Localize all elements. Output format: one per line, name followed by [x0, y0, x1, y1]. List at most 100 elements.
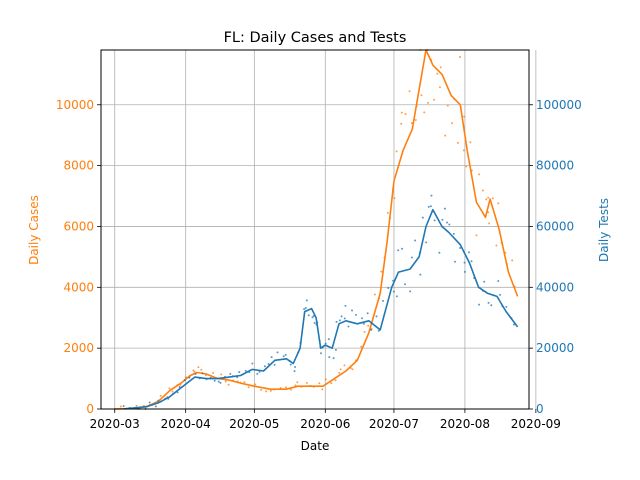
daily-point [344, 304, 347, 307]
daily-point [273, 363, 276, 366]
daily-point [397, 249, 400, 252]
daily-point [487, 196, 490, 199]
x-axis: 2020-03 2020-04 2020-05 2020-06 2020-07 2020-… [90, 409, 561, 431]
daily-point [490, 304, 493, 307]
y-right-tick-label: 60000 [536, 219, 574, 233]
x-tick-label: 2020-09 [511, 417, 561, 431]
y-left-tick-label: 6000 [63, 219, 94, 233]
daily-point [433, 219, 436, 222]
daily-point [305, 381, 308, 384]
daily-point [429, 205, 432, 208]
daily-point [408, 90, 411, 93]
y-left-tick-label: 8000 [63, 159, 94, 173]
daily-point [478, 173, 481, 176]
daily-point [324, 378, 327, 381]
daily-point [410, 122, 413, 125]
y-axis-left-label: Daily Cases [27, 195, 41, 265]
daily-point [251, 362, 254, 365]
daily-point [366, 312, 369, 315]
daily-point [293, 370, 296, 373]
daily-point [360, 345, 363, 348]
tests-series [122, 194, 519, 410]
daily-point [511, 259, 514, 262]
daily-point [409, 290, 412, 293]
daily-point [425, 241, 428, 244]
daily-point [188, 376, 191, 379]
daily-point [220, 373, 223, 376]
daily-point [148, 401, 151, 404]
daily-point [495, 244, 498, 247]
plot-frame [100, 49, 530, 410]
daily-point [197, 366, 200, 369]
daily-point [219, 381, 222, 384]
daily-point [414, 239, 417, 242]
daily-point [411, 256, 414, 259]
daily-point [338, 371, 341, 374]
daily-point [201, 372, 204, 375]
daily-point [351, 309, 354, 312]
daily-point [367, 324, 370, 327]
daily-point [485, 198, 488, 201]
daily-point [135, 404, 138, 407]
daily-point [354, 313, 357, 316]
daily-point [423, 111, 426, 114]
daily-point [380, 270, 383, 273]
daily-point [332, 357, 335, 360]
chart-title: FL: Daily Cases and Tests [224, 30, 407, 46]
daily-point [224, 380, 227, 383]
daily-point [282, 355, 285, 358]
daily-point [420, 94, 423, 97]
daily-point [478, 303, 481, 306]
daily-point [463, 270, 466, 273]
daily-point [427, 101, 430, 104]
daily-point [256, 372, 259, 375]
daily-point [483, 280, 486, 283]
daily-point [439, 66, 442, 69]
y-left-tick-label: 2000 [63, 341, 94, 355]
daily-point [321, 388, 324, 391]
daily-point [404, 113, 407, 116]
daily-point [194, 372, 197, 375]
daily-point [294, 365, 297, 368]
daily-point [400, 122, 403, 125]
x-axis-label: Date [301, 439, 330, 453]
daily-point [330, 382, 333, 385]
daily-point [452, 232, 455, 235]
y-right-tick-label: 40000 [536, 280, 574, 294]
daily-point [260, 388, 263, 391]
daily-point [305, 299, 308, 302]
daily-point [319, 352, 322, 355]
daily-point [393, 197, 396, 200]
daily-point [458, 56, 461, 59]
y-axis-left: 0 2000 4000 6000 8000 10000 [56, 98, 101, 416]
daily-point [340, 315, 343, 318]
y-axis-right: 0 20000 40000 60000 80000 100000 [529, 98, 582, 416]
daily-point [168, 387, 171, 390]
daily-point [462, 149, 465, 152]
daily-point [335, 320, 338, 323]
x-tick-label: 2020-07 [369, 417, 419, 431]
daily-point [446, 221, 449, 224]
daily-point [343, 317, 346, 320]
daily-point [443, 207, 446, 210]
daily-point [284, 353, 287, 356]
daily-point [338, 319, 341, 322]
cases-series [113, 49, 519, 410]
daily-point [463, 115, 466, 118]
daily-point [213, 379, 216, 382]
y-axis-right-label: Daily Tests [597, 198, 611, 262]
daily-point [451, 122, 454, 125]
daily-point [289, 363, 292, 366]
daily-point [263, 365, 266, 368]
x-tick-label: 2020-04 [161, 417, 211, 431]
daily-point [497, 202, 500, 205]
daily-point [361, 317, 364, 320]
daily-point [392, 290, 395, 293]
daily-point [454, 260, 457, 263]
x-tick-label: 2020-08 [440, 417, 490, 431]
daily-point [327, 338, 330, 341]
daily-point [343, 364, 346, 367]
daily-point [497, 280, 500, 283]
daily-point [505, 305, 508, 308]
daily-point [404, 283, 407, 286]
